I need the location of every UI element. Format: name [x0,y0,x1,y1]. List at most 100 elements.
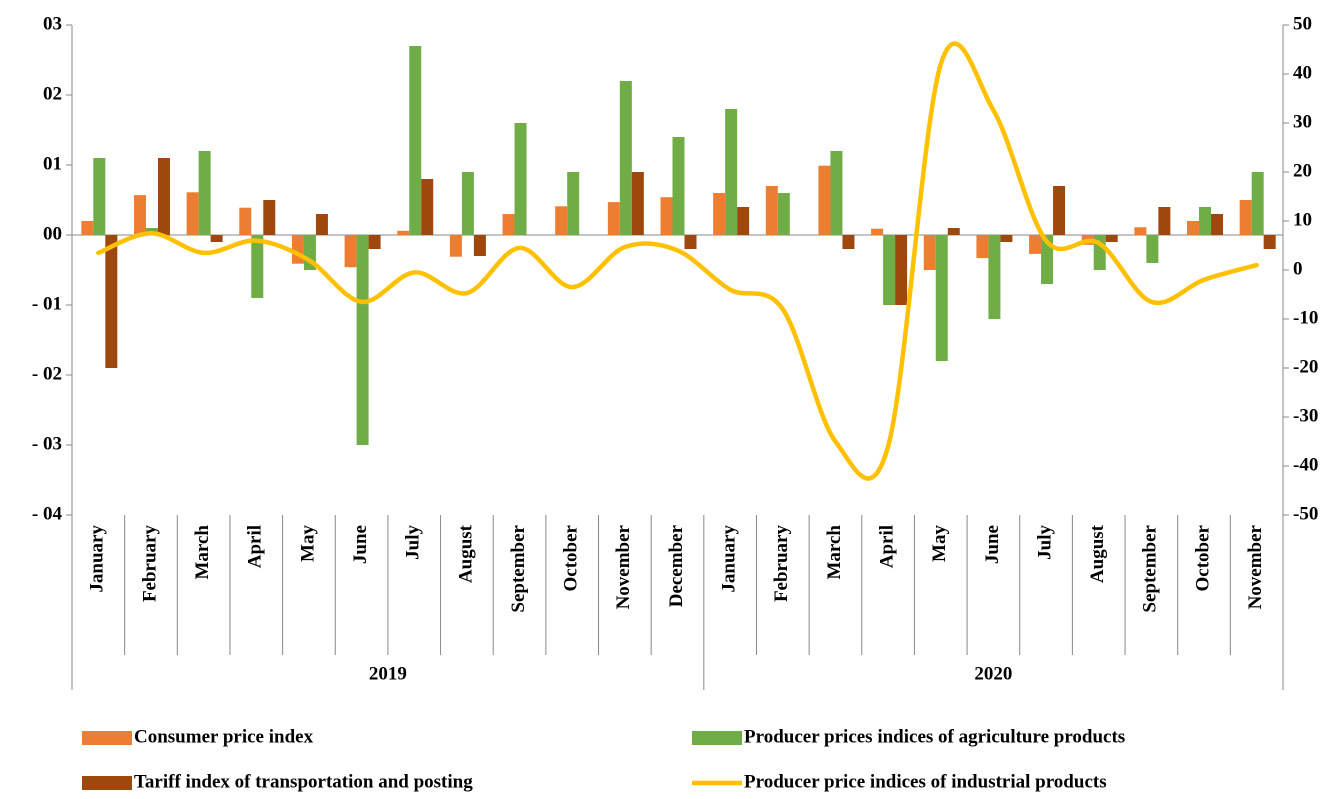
bar [737,207,750,235]
x-tick-label: November [613,524,634,609]
bar [1146,235,1159,263]
legend-label: Consumer price index [134,726,314,747]
legend-swatch [692,731,742,745]
x-tick-label: September [1140,524,1161,612]
bar [883,235,896,305]
bar [684,235,697,249]
y2-tick-label: 30 [1293,111,1312,132]
bar [777,193,790,235]
x-tick-label: October [1192,524,1213,591]
x-tick-label: November [1245,524,1266,609]
y2-tick-label: -30 [1293,405,1318,426]
y-tick-label: 03 [43,13,62,34]
y-tick-label: 00 [43,223,62,244]
x-tick-label: August [1087,524,1108,583]
y-tick-label: - 03 [32,433,62,454]
bar [251,235,264,298]
y2-tick-label: 0 [1293,258,1303,279]
y2-tick-label: -40 [1293,454,1318,475]
group-label: 2019 [369,663,407,684]
bar [567,172,580,235]
bar [607,202,620,235]
x-tick-label: February [771,525,792,603]
bar [81,221,94,235]
x-tick-label: June [982,525,1003,564]
bar [1105,235,1118,242]
bar [93,158,106,235]
bar [1251,172,1264,235]
bar [186,192,199,235]
x-tick-label: May [929,525,950,562]
bar [976,235,989,259]
bar [449,235,462,257]
bar [421,179,434,235]
y-tick-label: - 04 [32,503,63,524]
x-tick-label: January [87,525,108,593]
x-tick-label: February [139,525,160,603]
line [96,41,1259,481]
bar [765,186,778,235]
bar [1263,235,1276,249]
y2-tick-label: 50 [1293,13,1312,34]
bar [555,206,568,235]
bar [239,207,252,235]
x-tick-label: June [350,525,371,564]
bar [1239,200,1252,235]
legend-label: Producer prices indices of agriculture p… [744,726,1125,747]
bar [105,235,118,368]
bar [1158,207,1171,235]
y2-tick-label: 20 [1293,160,1312,181]
bar [198,151,211,235]
bar [871,228,884,235]
bar [713,193,726,235]
y-tick-label: 01 [43,153,62,174]
bar [947,228,960,235]
y2-tick-label: 10 [1293,209,1312,230]
y2-tick-label: 40 [1293,62,1312,83]
bar [619,81,632,235]
x-tick-label: April [245,525,266,568]
bar [842,235,855,249]
x-tick-label: January [719,525,740,593]
y2-tick-label: -50 [1293,503,1318,524]
bar [660,197,673,235]
x-tick-label: October [561,524,582,591]
x-tick-label: April [876,525,897,568]
bar [725,109,738,235]
y-tick-label: - 01 [32,293,62,314]
bar [344,235,357,268]
legend-label: Tariff index of transportation and posti… [134,771,473,792]
bar [895,235,908,305]
bar [672,137,685,235]
bar [631,172,644,235]
bar [291,235,304,264]
bar [461,172,474,235]
x-tick-label: August [455,524,476,583]
y-tick-label: 02 [43,83,62,104]
bar [315,214,328,235]
bar [935,235,948,361]
bar [1187,221,1200,235]
x-tick-label: July [403,525,424,560]
bar [368,235,381,249]
bar [1000,235,1013,242]
bar [502,214,515,235]
bar [1134,227,1147,235]
x-tick-label: December [666,524,687,607]
x-tick-label: March [192,525,213,580]
x-tick-label: March [824,525,845,580]
group-label: 2020 [974,663,1012,684]
bar [818,165,831,235]
bar [1029,235,1042,254]
bar [830,151,843,235]
bar [409,46,422,235]
bar [1211,214,1224,235]
legend-swatch [82,776,132,790]
bar [356,235,369,445]
y-tick-label: - 02 [32,363,62,384]
bar [397,230,410,235]
x-tick-label: May [297,525,318,562]
bar [133,195,146,235]
y2-tick-label: -10 [1293,307,1318,328]
